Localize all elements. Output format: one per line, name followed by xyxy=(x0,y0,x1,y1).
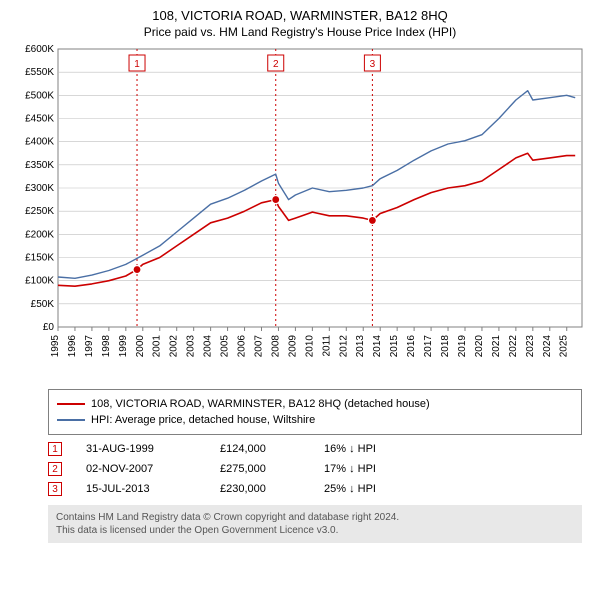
svg-text:2010: 2010 xyxy=(304,335,315,358)
svg-text:2012: 2012 xyxy=(338,335,349,358)
svg-text:£400K: £400K xyxy=(25,137,54,148)
svg-text:£250K: £250K xyxy=(25,206,54,217)
svg-text:£450K: £450K xyxy=(25,114,54,125)
svg-text:£100K: £100K xyxy=(25,276,54,287)
sale-row: 1 31-AUG-1999 £124,000 16% ↓ HPI xyxy=(48,439,582,459)
svg-text:3: 3 xyxy=(370,59,376,70)
svg-text:2017: 2017 xyxy=(423,335,434,358)
legend-row: 108, VICTORIA ROAD, WARMINSTER, BA12 8HQ… xyxy=(57,396,573,412)
svg-text:2011: 2011 xyxy=(321,335,332,357)
sale-diff: 25% ↓ HPI xyxy=(324,483,414,495)
svg-text:2008: 2008 xyxy=(270,335,281,358)
svg-text:£0: £0 xyxy=(43,322,55,333)
svg-text:£550K: £550K xyxy=(25,67,54,78)
svg-text:2023: 2023 xyxy=(525,335,536,358)
svg-text:2006: 2006 xyxy=(237,335,248,358)
svg-text:2005: 2005 xyxy=(220,335,231,358)
svg-text:1996: 1996 xyxy=(67,335,78,358)
sale-marker: 2 xyxy=(48,462,62,476)
svg-text:2021: 2021 xyxy=(491,335,502,358)
svg-text:2024: 2024 xyxy=(542,335,553,358)
svg-text:2004: 2004 xyxy=(203,335,214,358)
chart-title: 108, VICTORIA ROAD, WARMINSTER, BA12 8HQ xyxy=(8,8,592,23)
footer-line1: Contains HM Land Registry data © Crown c… xyxy=(56,511,574,524)
chart-area: £0 £50K £100K £150K £200K £250K £300K £350K £400… xyxy=(8,43,592,383)
svg-text:2016: 2016 xyxy=(406,335,417,358)
sales-table: 1 31-AUG-1999 £124,000 16% ↓ HPI 2 02-NOV-200… xyxy=(48,439,582,499)
svg-text:2022: 2022 xyxy=(508,335,519,358)
svg-text:£500K: £500K xyxy=(25,90,54,101)
sale-price: £124,000 xyxy=(220,443,300,455)
svg-text:£50K: £50K xyxy=(31,299,55,310)
svg-text:2007: 2007 xyxy=(253,335,264,358)
svg-text:2015: 2015 xyxy=(389,335,400,358)
svg-text:1995: 1995 xyxy=(50,335,61,358)
legend-label: HPI: Average price, detached house, Wilt… xyxy=(91,414,315,426)
sale-date: 31-AUG-1999 xyxy=(86,443,196,455)
svg-text:2025: 2025 xyxy=(559,335,570,358)
sale-marker: 1 xyxy=(48,442,62,456)
svg-text:2003: 2003 xyxy=(186,335,197,358)
svg-text:2019: 2019 xyxy=(457,335,468,358)
svg-text:2018: 2018 xyxy=(440,335,451,358)
line-chart: £0 £50K £100K £150K £200K £250K £300K £350K £400… xyxy=(8,43,592,383)
sale-date: 02-NOV-2007 xyxy=(86,463,196,475)
legend-label: 108, VICTORIA ROAD, WARMINSTER, BA12 8HQ… xyxy=(91,398,430,410)
sale-price: £275,000 xyxy=(220,463,300,475)
svg-text:1998: 1998 xyxy=(101,335,112,358)
svg-text:£350K: £350K xyxy=(25,160,54,171)
svg-text:£200K: £200K xyxy=(25,229,54,240)
svg-text:1997: 1997 xyxy=(84,335,95,358)
svg-text:£600K: £600K xyxy=(25,44,54,55)
sale-price: £230,000 xyxy=(220,483,300,495)
svg-text:£300K: £300K xyxy=(25,183,54,194)
chart-subtitle: Price paid vs. HM Land Registry's House … xyxy=(8,25,592,39)
svg-text:1: 1 xyxy=(134,59,140,70)
svg-text:2002: 2002 xyxy=(169,335,180,358)
svg-text:2000: 2000 xyxy=(135,335,146,358)
sale-diff: 16% ↓ HPI xyxy=(324,443,414,455)
svg-text:2020: 2020 xyxy=(474,335,485,358)
legend-swatch xyxy=(57,403,85,405)
svg-text:2001: 2001 xyxy=(152,335,163,358)
svg-text:2: 2 xyxy=(273,59,279,70)
legend-row: HPI: Average price, detached house, Wilt… xyxy=(57,412,573,428)
svg-text:2014: 2014 xyxy=(372,335,383,358)
svg-text:1999: 1999 xyxy=(118,335,129,358)
footer-attribution: Contains HM Land Registry data © Crown c… xyxy=(48,505,582,543)
svg-text:2013: 2013 xyxy=(355,335,366,358)
sale-diff: 17% ↓ HPI xyxy=(324,463,414,475)
sale-marker: 3 xyxy=(48,482,62,496)
legend: 108, VICTORIA ROAD, WARMINSTER, BA12 8HQ… xyxy=(48,389,582,435)
sale-row: 3 15-JUL-2013 £230,000 25% ↓ HPI xyxy=(48,479,582,499)
footer-line2: This data is licensed under the Open Gov… xyxy=(56,524,574,537)
sale-date: 15-JUL-2013 xyxy=(86,483,196,495)
svg-text:2009: 2009 xyxy=(287,335,298,358)
svg-text:£150K: £150K xyxy=(25,253,54,264)
sale-row: 2 02-NOV-2007 £275,000 17% ↓ HPI xyxy=(48,459,582,479)
legend-swatch xyxy=(57,419,85,421)
